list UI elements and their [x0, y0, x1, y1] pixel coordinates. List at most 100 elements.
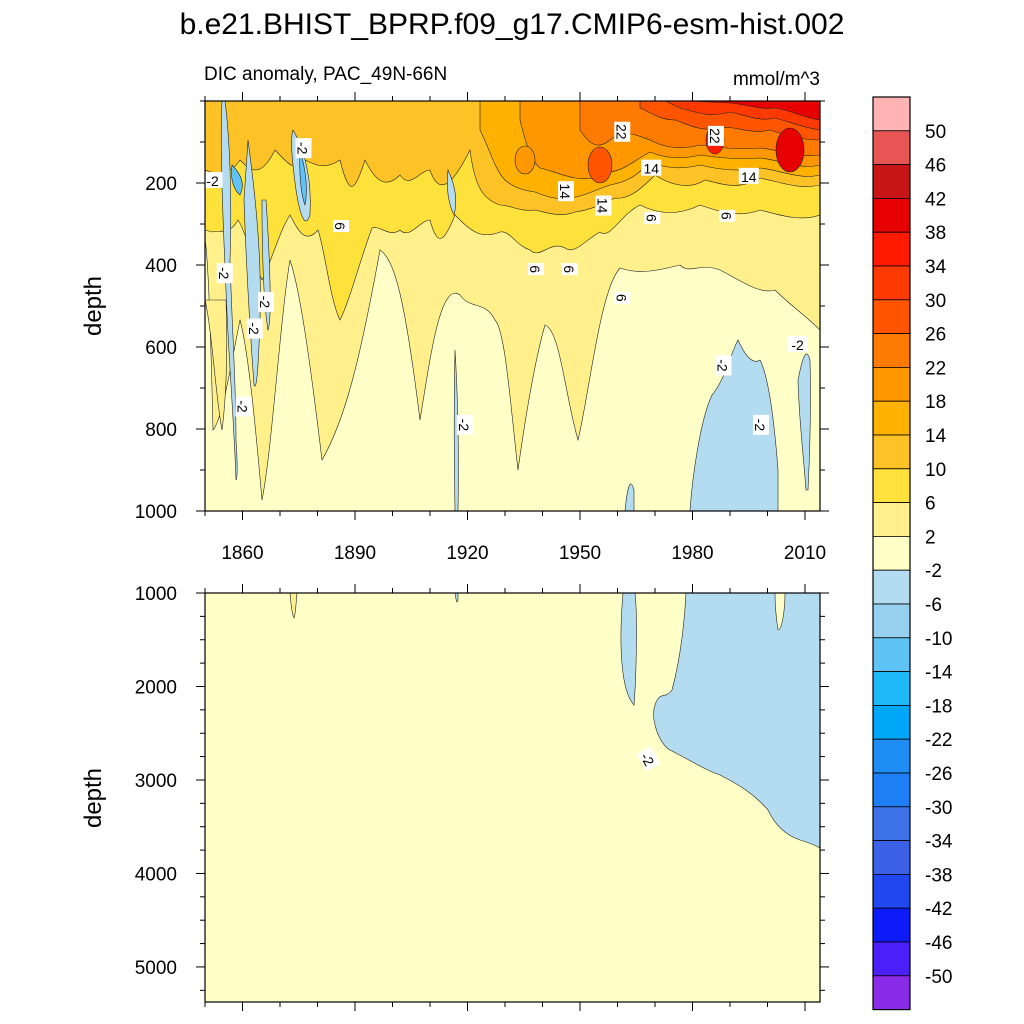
contour-label-text: -2 — [791, 337, 804, 353]
colorbar-swatch — [872, 806, 911, 841]
neg-1b — [231, 164, 243, 196]
colorbar-swatch — [872, 705, 911, 740]
contour-label: -2 — [257, 291, 274, 312]
y-tick-label: 1000 — [135, 502, 177, 523]
colorbar-swatch — [872, 400, 911, 436]
contour-label-box — [614, 291, 631, 304]
colorbar-label: 26 — [925, 325, 946, 346]
colorbar-swatch — [872, 434, 911, 470]
colorbar-label: -42 — [925, 899, 952, 920]
colorbar-swatch — [872, 333, 911, 368]
contour-label: -2 — [216, 263, 233, 284]
contour-label: 6 — [643, 211, 661, 224]
contour-label-text: 6 — [332, 222, 348, 230]
contour-label: -2 — [202, 171, 223, 189]
contour-label-text: -2 — [715, 359, 731, 372]
colorbar-label: 46 — [925, 156, 946, 177]
contour-label: 14 — [641, 159, 662, 177]
contour-label-text: 22 — [613, 124, 629, 140]
upper-x-ticks: 1860 1890 1920 1950 1980 2010 — [204, 92, 826, 564]
contour-label-box — [708, 125, 724, 146]
contour-label: -2 — [752, 414, 769, 435]
colorbar-swatch — [872, 941, 911, 977]
contour-label-box — [202, 171, 223, 188]
colorbar-swatch — [872, 840, 911, 875]
contour-label: 6 — [718, 209, 736, 222]
lower-x-ticks — [204, 584, 806, 1011]
y-tick-label: 3000 — [135, 771, 177, 792]
blob-18 — [514, 145, 536, 175]
contour-label-box — [644, 211, 661, 224]
contour-label-text: -2 — [295, 142, 311, 155]
colorbar-swatch — [872, 874, 911, 909]
contour-label: 14 — [557, 181, 574, 202]
colorbar-swatch — [872, 772, 911, 808]
colorbar-swatch — [872, 907, 911, 943]
contour-label-text: 6 — [643, 214, 659, 222]
colorbar-label: -14 — [925, 663, 953, 684]
contour-label-text: -2 — [456, 419, 472, 432]
contour-label: -2 — [246, 318, 263, 339]
contour-label: -2 — [456, 414, 473, 435]
y-tick-label: 200 — [145, 174, 177, 195]
lower-frame — [204, 592, 821, 1003]
blob-26 — [587, 146, 613, 184]
contour-label: 6 — [561, 263, 578, 276]
neg-7 — [689, 339, 779, 511]
lower-y-ticks: 1000 2000 3000 4000 5000 — [135, 584, 829, 991]
contour-label-text: 6 — [527, 265, 543, 273]
y-tick-label: 5000 — [135, 958, 177, 979]
lower-contour-labels: -2 — [636, 746, 661, 772]
colorbar-swatch — [872, 536, 911, 571]
contour-label-text: 6 — [718, 212, 734, 220]
colorbar-label: -30 — [925, 798, 952, 819]
colorbar-label: 10 — [925, 460, 946, 481]
contour-label: 14 — [738, 167, 759, 185]
contour-label-text: 6 — [561, 265, 577, 273]
contour-label-box — [558, 181, 574, 202]
contour-label-text: 14 — [595, 198, 611, 214]
colorbar-label: 42 — [925, 189, 946, 210]
upper-contour-field — [205, 101, 820, 511]
colorbar-swatch — [872, 299, 911, 334]
neg-6 — [453, 349, 459, 511]
y-tick-label: 400 — [145, 256, 177, 277]
colorbar-swatch — [872, 164, 911, 199]
contour-label-box — [641, 159, 662, 176]
contour-label: -2 — [715, 355, 732, 376]
contour-label-box — [333, 220, 349, 233]
contour-label-text: -2 — [246, 322, 262, 335]
lower-panel: -2 1000 2000 3000 4000 5000 depth — [80, 584, 829, 1011]
colorbar-swatch — [872, 231, 911, 267]
x-tick-label: 1920 — [446, 543, 488, 564]
contour-label-text: 14 — [643, 161, 659, 177]
lower-y-axis-label: depth — [80, 768, 107, 828]
colorbar-label: -18 — [925, 696, 952, 717]
upper-panel: DIC anomaly, PAC_49N-66N mmol/m^3 — [80, 64, 829, 564]
contour-label-text: 6 — [613, 294, 629, 302]
lower-contour-field — [205, 593, 820, 1002]
colorbar-label: 30 — [925, 291, 946, 312]
pos-lower — [289, 593, 298, 619]
contour-label-text: -2 — [257, 296, 273, 309]
contour-label-box — [295, 138, 312, 159]
y-tick-label: 4000 — [135, 864, 177, 885]
contour-label-box — [595, 195, 612, 216]
colorbar-swatch — [872, 975, 911, 1010]
colorbar-label: -22 — [925, 730, 952, 751]
contour-label-text: 22 — [707, 128, 723, 144]
neg-lower-2 — [620, 593, 637, 706]
colorbar-swatch — [872, 671, 911, 706]
colorbar-label: -26 — [925, 764, 952, 785]
neg-8 — [624, 483, 635, 511]
contour-label-box — [636, 746, 661, 772]
colorbar-label: 50 — [925, 122, 946, 143]
colorbar-swatch — [872, 96, 911, 132]
contour-label: -2 — [235, 396, 252, 417]
colorbar-swatch — [872, 366, 911, 402]
band-34-42 — [689, 101, 820, 121]
colorbar-swatch — [872, 265, 911, 301]
y-tick-label: 1000 — [135, 584, 177, 605]
colorbar-label: 34 — [925, 257, 947, 278]
